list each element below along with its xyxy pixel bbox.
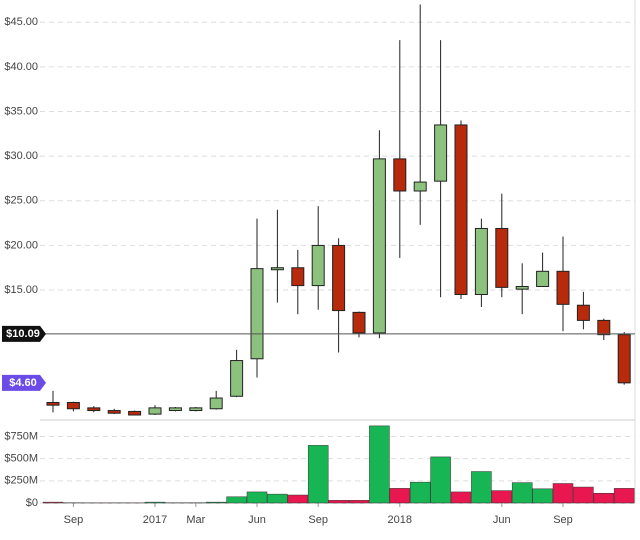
volume-bar (144, 501, 166, 504)
y-tick-label: $0 (26, 497, 38, 509)
volume-bar (573, 486, 594, 504)
price-tag (2, 374, 46, 391)
price-tag-label: $10.09 (6, 328, 40, 340)
volume-bar (511, 482, 533, 504)
x-tick-label: 2017 (143, 514, 167, 526)
candle-body (66, 402, 80, 410)
candle-body (250, 268, 264, 360)
candle-body (46, 402, 60, 406)
y-tick-label: $40.00 (4, 61, 38, 73)
x-tick-label: Mar (186, 514, 205, 526)
volume-bar (348, 500, 370, 504)
candle-body (434, 124, 448, 182)
y-tick-label: $25.00 (4, 195, 38, 207)
candle-body (230, 360, 244, 397)
y-tick-label: $45.00 (4, 16, 38, 28)
candle-body (209, 397, 223, 410)
x-tick-label: 2018 (388, 514, 412, 526)
volume-bar (430, 456, 451, 504)
y-tick-label: $30.00 (4, 150, 38, 162)
candle-body (311, 244, 325, 287)
y-tick-label: $750M (4, 430, 38, 442)
volume-bar (389, 488, 411, 504)
candle-body (87, 407, 101, 412)
volume-bar (267, 493, 288, 504)
volume-bar (593, 493, 615, 504)
candle-body (291, 267, 305, 287)
y-tick-label: $20.00 (4, 239, 38, 251)
volume-bar (532, 488, 553, 504)
volume-bar (613, 488, 635, 504)
x-tick-label: Jun (493, 514, 511, 526)
y-tick-label: $35.00 (4, 105, 38, 117)
candle-body (372, 158, 386, 334)
candle-body (576, 304, 590, 321)
volume-bar (369, 425, 390, 504)
candle-body (270, 267, 284, 271)
volume-bar (226, 496, 247, 504)
candle-body (474, 227, 488, 296)
volume-bar (287, 494, 309, 504)
candle-body (515, 285, 529, 290)
volume-bar (552, 483, 574, 504)
candle-body (597, 319, 611, 336)
candle-body (168, 407, 182, 412)
price-tag-label: $4.60 (9, 377, 37, 389)
volume-bar (307, 445, 329, 504)
candle-body (454, 124, 468, 296)
volume-bar (328, 500, 349, 504)
candle-body (352, 311, 366, 334)
volume-bar (491, 490, 513, 504)
candle-body (148, 407, 162, 415)
candle-body (413, 181, 427, 192)
candle-body (617, 334, 631, 384)
volume-bar (409, 481, 431, 504)
candle-body (536, 270, 550, 287)
x-tick-label: Sep (308, 514, 328, 526)
candle-body (393, 158, 407, 192)
y-tick-label: $500M (4, 453, 38, 465)
candle-body (332, 244, 346, 312)
volume-bar (450, 491, 472, 504)
volume-bar (246, 491, 268, 504)
candle-body (128, 410, 142, 416)
y-tick-label: $250M (4, 475, 38, 487)
price-tag (2, 325, 46, 342)
candle-body (189, 407, 203, 412)
volume-bar (42, 501, 64, 504)
candle-body (495, 227, 509, 288)
candle-body (107, 410, 121, 414)
x-tick-label: Sep (553, 514, 573, 526)
volume-bar (471, 471, 492, 504)
x-tick-label: Sep (64, 514, 84, 526)
volume-bar (205, 501, 227, 504)
y-tick-label: $15.00 (4, 284, 38, 296)
x-tick-label: Jun (248, 514, 266, 526)
candle-body (556, 270, 570, 305)
